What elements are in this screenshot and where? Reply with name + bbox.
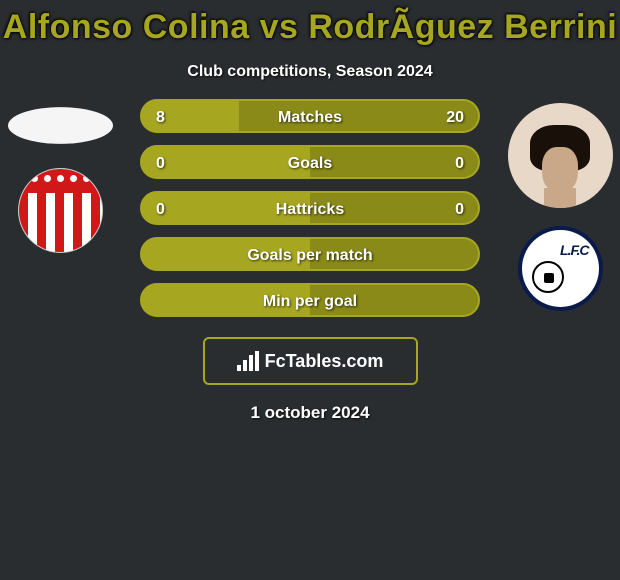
club-badge-left: [18, 168, 103, 253]
player-photo-left: [8, 107, 113, 144]
stat-row: Hattricks0 0: [140, 191, 480, 225]
stat-value-left: 0: [156, 193, 165, 225]
player-photo-right: [508, 103, 613, 208]
stat-row: Goals per match: [140, 237, 480, 271]
stat-value-left: 8: [156, 101, 165, 133]
stat-label: Matches: [142, 101, 478, 133]
brand-icon: [237, 351, 259, 371]
brand-text: FcTables.com: [265, 351, 384, 372]
page-title: Alfonso Colina vs RodrÃ­guez Berrini: [0, 0, 620, 51]
stat-label: Hattricks: [142, 193, 478, 225]
stat-value-right: 20: [446, 101, 464, 133]
left-side: [0, 99, 120, 423]
right-side: L.F.C: [500, 99, 620, 423]
stat-label: Goals: [142, 147, 478, 179]
stat-value-right: 0: [455, 147, 464, 179]
stat-row: Matches8 20: [140, 99, 480, 133]
date-label: 1 october 2024: [250, 403, 369, 423]
stat-row: Min per goal: [140, 283, 480, 317]
comparison-panel: Matches820Goals00Hattricks00Goals per ma…: [0, 99, 620, 423]
stat-label: Min per goal: [142, 285, 478, 317]
brand-box: FcTables.com: [203, 337, 418, 385]
club-badge-right: L.F.C: [518, 226, 603, 311]
stat-label: Goals per match: [142, 239, 478, 271]
stat-value-right: 0: [455, 193, 464, 225]
stat-value-left: 0: [156, 147, 165, 179]
stats-column: Matches820Goals00Hattricks00Goals per ma…: [120, 99, 500, 423]
page-subtitle: Club competitions, Season 2024: [0, 51, 620, 99]
stat-row: Goals0 0: [140, 145, 480, 179]
